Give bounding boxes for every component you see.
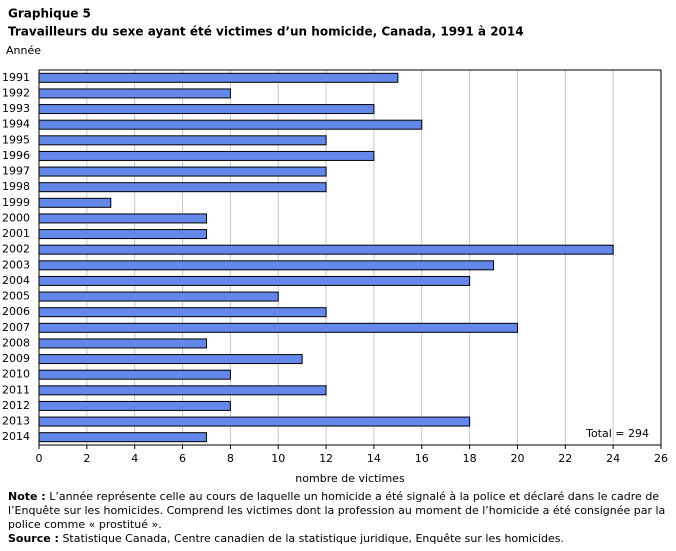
y-tick-label: 2008	[2, 336, 30, 349]
bar	[38, 291, 279, 302]
annotation: Total = 294	[585, 427, 649, 440]
bar	[38, 416, 471, 427]
plot-frame	[38, 69, 662, 446]
x-tick-label: 26	[654, 452, 668, 465]
bar	[38, 307, 327, 318]
y-tick-label: 2006	[2, 305, 30, 318]
bar	[38, 197, 112, 208]
source-text: Statistique Canada, Centre canadien de l…	[62, 532, 565, 545]
bar	[38, 338, 207, 349]
x-tick-label: 8	[227, 452, 234, 465]
y-tick-label: 2013	[2, 415, 30, 428]
notes: Note : L’année représente celle au cours…	[8, 490, 668, 546]
y-tick-label: 2010	[2, 368, 30, 381]
bar	[38, 182, 327, 193]
y-tick-label: 2003	[2, 258, 30, 271]
x-tick-label: 12	[319, 452, 333, 465]
x-tick-label: 4	[131, 452, 138, 465]
bar	[38, 229, 207, 240]
chart-title: Travailleurs du sexe ayant été victimes …	[8, 25, 524, 39]
y-tick-label: 1995	[2, 133, 30, 146]
x-tick-label: 10	[271, 452, 285, 465]
x-tick-label: 14	[367, 452, 381, 465]
source: Source : Statistique Canada, Centre cana…	[8, 532, 668, 546]
x-tick-label: 18	[463, 452, 477, 465]
bar	[38, 385, 327, 396]
bar	[38, 432, 207, 443]
bar	[38, 400, 231, 411]
note-label: Note :	[8, 490, 46, 503]
x-tick-label: 16	[415, 452, 429, 465]
x-tick-label: 20	[510, 452, 524, 465]
y-tick-label: 2002	[2, 243, 30, 256]
bar	[38, 88, 231, 99]
x-axis-label: nombre de victimes	[295, 472, 405, 485]
y-axis-label: Année	[6, 44, 41, 57]
note-text: L’année représente celle au cours de laq…	[8, 490, 666, 531]
bar	[38, 150, 375, 161]
chart-title-label: Graphique 5	[8, 7, 91, 21]
x-tick-label: 22	[558, 452, 572, 465]
y-tick-label: 2000	[2, 211, 30, 224]
bar	[38, 369, 231, 380]
y-tick-label: 1991	[2, 71, 30, 84]
bar	[38, 322, 518, 333]
bar	[38, 213, 207, 224]
bar	[38, 119, 423, 130]
bar	[38, 354, 303, 365]
bar	[38, 135, 327, 146]
y-tick-label: 2014	[2, 430, 30, 443]
y-tick-label: 1993	[2, 102, 30, 115]
x-tick-label: 0	[36, 452, 43, 465]
y-tick-label: 1999	[2, 196, 30, 209]
y-tick-label: 2007	[2, 321, 30, 334]
x-tick-label: 2	[83, 452, 90, 465]
source-label: Source :	[8, 532, 59, 545]
bar	[38, 260, 495, 271]
y-tick-label: 2011	[2, 383, 30, 396]
bar	[38, 275, 471, 286]
note: Note : L’année représente celle au cours…	[8, 490, 668, 532]
y-tick-label: 1996	[2, 149, 30, 162]
y-tick-label: 2012	[2, 399, 30, 412]
y-tick-label: 1994	[2, 118, 30, 131]
y-tick-label: 2005	[2, 290, 30, 303]
y-tick-label: 2004	[2, 274, 30, 287]
bar	[38, 166, 327, 177]
y-tick-label: 2009	[2, 352, 30, 365]
x-tick-label: 6	[179, 452, 186, 465]
y-tick-label: 1998	[2, 180, 30, 193]
bar	[38, 72, 399, 83]
y-tick-label: 2001	[2, 227, 30, 240]
chart: Graphique 5 Travailleurs du sexe ayant é…	[2, 7, 668, 486]
y-tick-label: 1997	[2, 165, 30, 178]
y-tick-label: 1992	[2, 86, 30, 99]
bar	[38, 244, 614, 255]
bar	[38, 104, 375, 115]
x-tick-label: 24	[606, 452, 620, 465]
